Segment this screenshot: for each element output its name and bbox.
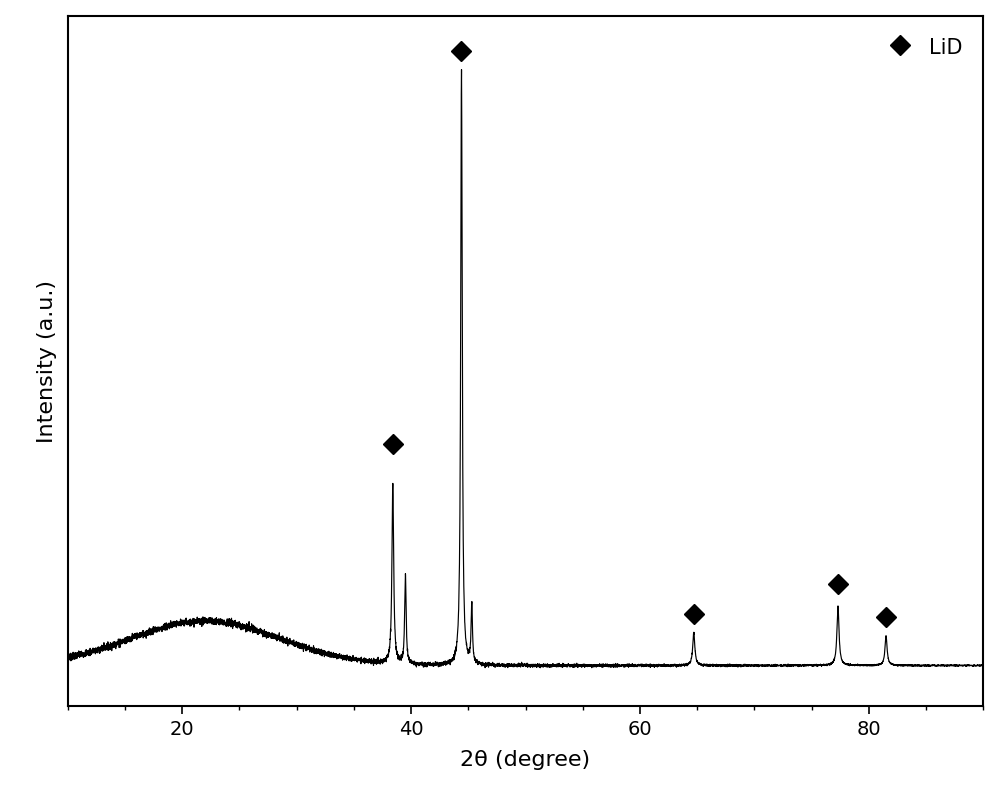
X-axis label: 2θ (degree): 2θ (degree): [460, 749, 591, 769]
Y-axis label: Intensity (a.u.): Intensity (a.u.): [37, 280, 57, 443]
Legend: LiD: LiD: [869, 27, 973, 68]
